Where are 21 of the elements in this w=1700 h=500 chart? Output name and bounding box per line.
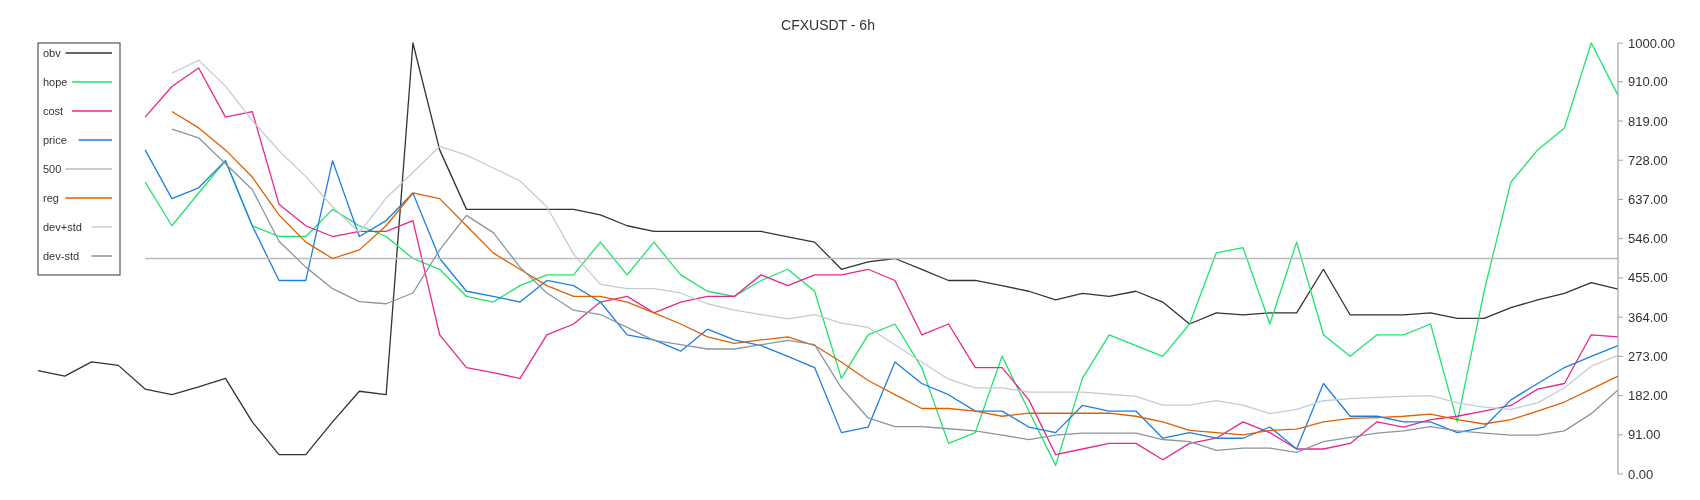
- legend-label: price: [43, 134, 67, 146]
- y-tick-label: 455.00: [1628, 270, 1668, 286]
- chart-title: CFXUSDT - 6h: [781, 17, 875, 33]
- y-tick-label: 273.00: [1628, 348, 1668, 364]
- legend-label: reg: [43, 192, 59, 204]
- y-tick-label: 364.00: [1628, 309, 1668, 325]
- y-tick-label: 637.00: [1628, 192, 1668, 207]
- legend-label: cost: [43, 105, 64, 117]
- y-tick-label: 1000.00: [1628, 35, 1675, 51]
- legend-label: 500: [43, 163, 62, 175]
- y-tick-label: 91.00: [1628, 427, 1661, 443]
- legend-label: hope: [43, 76, 68, 88]
- legend-label: dev-std: [43, 250, 80, 262]
- y-tick-label: 0.00: [1628, 466, 1654, 482]
- legend-label: obv: [43, 47, 62, 59]
- y-tick-label: 728.00: [1628, 152, 1668, 168]
- y-tick-label: 546.00: [1628, 231, 1668, 247]
- legend-label: dev+std: [43, 221, 82, 233]
- y-tick-label: 819.00: [1628, 113, 1668, 129]
- y-tick-label: 182.00: [1628, 388, 1668, 404]
- y-tick-label: 910.00: [1628, 74, 1668, 90]
